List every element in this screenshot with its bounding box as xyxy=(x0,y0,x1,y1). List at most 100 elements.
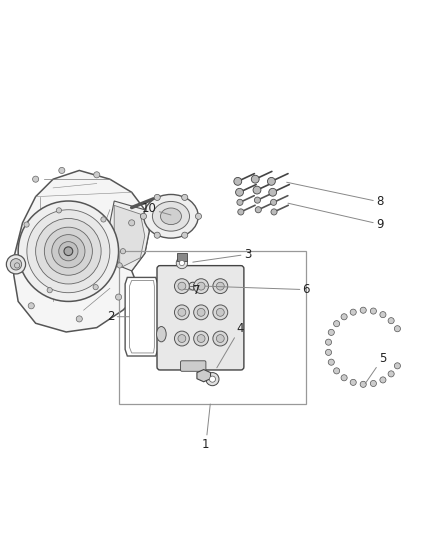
Circle shape xyxy=(237,199,243,205)
Circle shape xyxy=(76,316,82,322)
Circle shape xyxy=(236,188,244,196)
Circle shape xyxy=(179,284,185,290)
Circle shape xyxy=(117,263,122,268)
Circle shape xyxy=(206,373,219,386)
Circle shape xyxy=(64,247,73,256)
Circle shape xyxy=(325,339,332,345)
Circle shape xyxy=(350,309,356,315)
Circle shape xyxy=(174,279,189,294)
Circle shape xyxy=(197,309,205,316)
Circle shape xyxy=(388,371,394,377)
Circle shape xyxy=(182,232,188,238)
Circle shape xyxy=(341,314,347,320)
Text: 9: 9 xyxy=(288,203,383,231)
Circle shape xyxy=(271,199,277,205)
Ellipse shape xyxy=(144,195,198,238)
Circle shape xyxy=(328,359,334,365)
FancyBboxPatch shape xyxy=(180,361,206,372)
Circle shape xyxy=(178,309,186,316)
Polygon shape xyxy=(114,205,145,266)
Circle shape xyxy=(269,188,277,196)
Circle shape xyxy=(59,167,65,174)
Circle shape xyxy=(56,208,61,213)
Circle shape xyxy=(394,363,400,369)
Circle shape xyxy=(253,186,261,194)
Text: 2: 2 xyxy=(107,310,130,323)
Circle shape xyxy=(325,349,332,356)
FancyBboxPatch shape xyxy=(157,265,244,370)
Bar xyxy=(177,253,187,261)
Circle shape xyxy=(195,213,201,220)
Circle shape xyxy=(14,263,20,268)
Circle shape xyxy=(334,321,340,327)
Text: 4: 4 xyxy=(217,322,244,368)
Circle shape xyxy=(101,217,106,222)
Circle shape xyxy=(209,376,215,382)
Circle shape xyxy=(251,175,259,183)
Circle shape xyxy=(27,210,110,293)
Circle shape xyxy=(360,381,366,387)
Circle shape xyxy=(216,282,224,290)
Circle shape xyxy=(52,235,85,268)
Circle shape xyxy=(174,331,189,346)
Circle shape xyxy=(194,305,208,320)
Circle shape xyxy=(32,176,39,182)
Circle shape xyxy=(380,312,386,318)
Circle shape xyxy=(394,326,400,332)
Polygon shape xyxy=(197,369,211,382)
Circle shape xyxy=(213,331,228,346)
Circle shape xyxy=(11,259,21,270)
Circle shape xyxy=(93,285,98,290)
Circle shape xyxy=(197,335,205,343)
Circle shape xyxy=(370,308,376,314)
Circle shape xyxy=(380,377,386,383)
Circle shape xyxy=(154,232,160,238)
Bar xyxy=(119,251,306,404)
Circle shape xyxy=(28,303,34,309)
Ellipse shape xyxy=(152,201,190,231)
Circle shape xyxy=(35,219,101,284)
Circle shape xyxy=(178,335,186,343)
Polygon shape xyxy=(110,201,149,271)
Circle shape xyxy=(59,241,78,261)
Circle shape xyxy=(154,195,160,200)
Circle shape xyxy=(179,261,184,265)
Text: 8: 8 xyxy=(287,182,383,208)
Circle shape xyxy=(238,209,244,215)
Circle shape xyxy=(94,172,100,178)
Circle shape xyxy=(44,227,92,275)
Circle shape xyxy=(141,213,147,220)
Circle shape xyxy=(334,368,340,374)
Ellipse shape xyxy=(156,327,166,342)
Circle shape xyxy=(182,195,188,200)
Circle shape xyxy=(178,282,186,290)
Circle shape xyxy=(129,220,135,226)
Circle shape xyxy=(24,222,29,227)
Circle shape xyxy=(341,375,347,381)
Text: 6: 6 xyxy=(205,283,310,296)
Polygon shape xyxy=(14,171,149,332)
Circle shape xyxy=(7,255,25,274)
Circle shape xyxy=(328,329,334,335)
Circle shape xyxy=(234,177,242,185)
Circle shape xyxy=(194,331,208,346)
Circle shape xyxy=(271,209,277,215)
Circle shape xyxy=(213,279,228,294)
Circle shape xyxy=(254,197,261,203)
Circle shape xyxy=(194,279,208,294)
Polygon shape xyxy=(125,277,158,356)
Circle shape xyxy=(18,201,119,302)
Text: 7: 7 xyxy=(184,284,201,297)
Circle shape xyxy=(213,305,228,320)
Circle shape xyxy=(176,257,187,269)
Circle shape xyxy=(197,284,202,289)
Circle shape xyxy=(120,248,126,254)
Circle shape xyxy=(189,282,197,290)
Text: 5: 5 xyxy=(365,352,386,384)
Text: 10: 10 xyxy=(142,203,171,215)
Circle shape xyxy=(350,379,356,385)
Circle shape xyxy=(197,282,205,290)
Circle shape xyxy=(388,318,394,324)
Circle shape xyxy=(216,335,224,343)
Text: 1: 1 xyxy=(202,404,210,451)
